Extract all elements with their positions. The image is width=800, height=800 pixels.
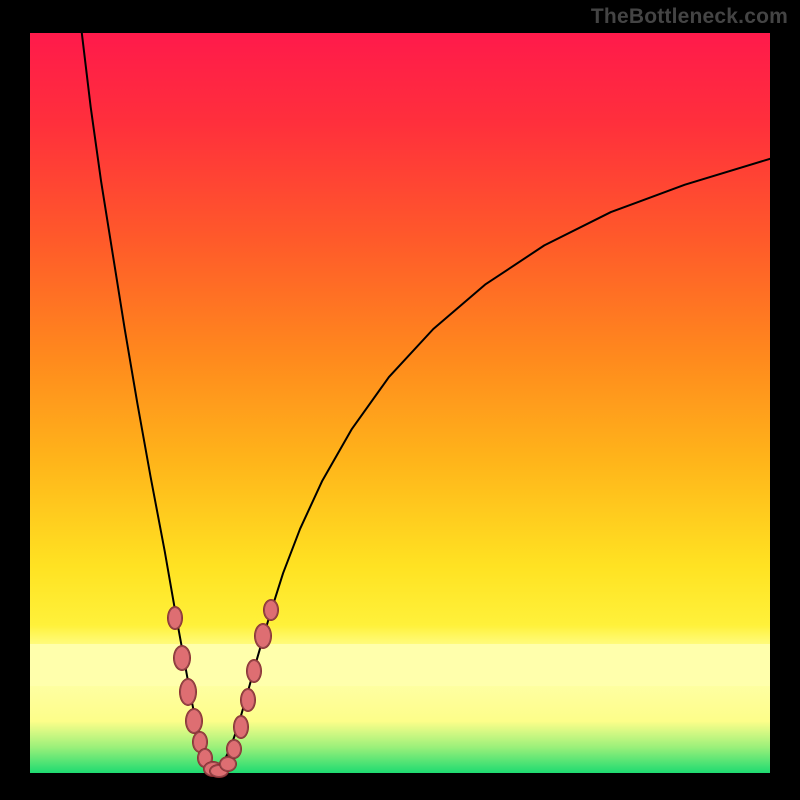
curve-marker xyxy=(226,739,242,759)
curve-marker xyxy=(254,623,272,649)
curve-marker xyxy=(246,659,262,683)
curve-marker xyxy=(263,599,279,621)
chart-root: TheBottleneck.com xyxy=(0,0,800,800)
curve-marker xyxy=(240,688,256,712)
curve-left xyxy=(82,33,215,773)
plot-area xyxy=(30,33,770,773)
curve-marker xyxy=(173,645,191,671)
curve-marker xyxy=(179,678,197,706)
curve-svg xyxy=(30,33,770,773)
curve-right xyxy=(215,159,770,773)
curve-marker xyxy=(167,606,183,630)
watermark-text: TheBottleneck.com xyxy=(591,5,788,29)
curve-marker xyxy=(233,715,249,739)
